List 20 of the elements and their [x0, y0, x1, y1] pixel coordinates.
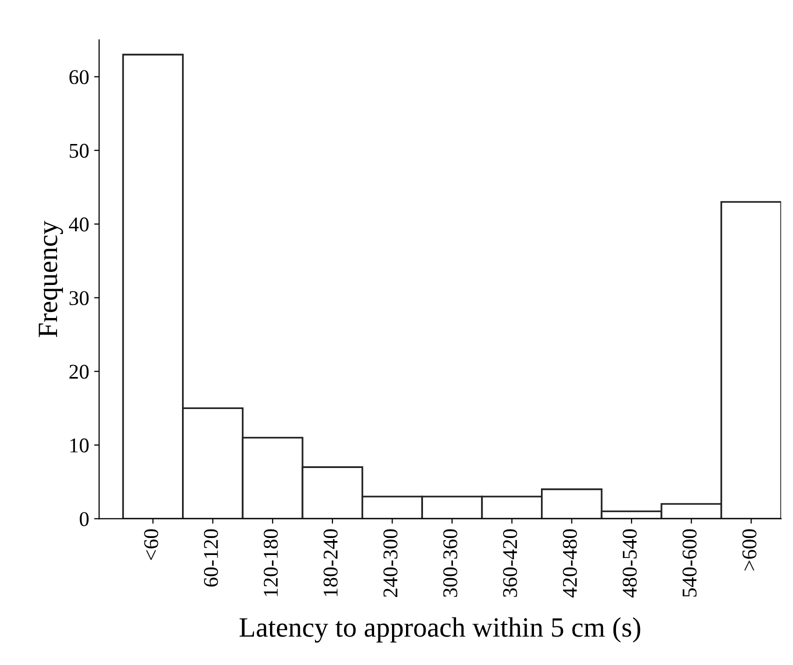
- x-tick-label: 480-540: [622, 529, 637, 598]
- y-tick-label: 50: [70, 144, 89, 158]
- y-tick-label: 30: [70, 291, 89, 306]
- y-tick-label: 0: [80, 512, 89, 526]
- x-tick-label: 420-480: [562, 529, 577, 598]
- x-tick-label: >600: [742, 529, 756, 570]
- y-tick-label: 60: [69, 70, 89, 84]
- x-tick-label: 60-120: [204, 529, 218, 587]
- y-tick-label: 40: [68, 217, 89, 232]
- x-tick-label: 180-240: [324, 529, 338, 596]
- x-tick-label: 360-420: [503, 529, 518, 597]
- x-tick-label: 300-360: [443, 529, 458, 597]
- x-axis-title: Latency to approach within 5 cm (s): [240, 617, 640, 643]
- y-tick-label: 10: [70, 438, 89, 452]
- x-tick-label: 540-600: [682, 529, 697, 597]
- y-tick-label: 20: [69, 364, 89, 379]
- x-tick-label: 120-180: [264, 529, 278, 596]
- y-axis-title: Frequency: [38, 220, 64, 338]
- x-tick-label: 240-300: [383, 529, 398, 597]
- x-tick-label: <60: [144, 529, 158, 560]
